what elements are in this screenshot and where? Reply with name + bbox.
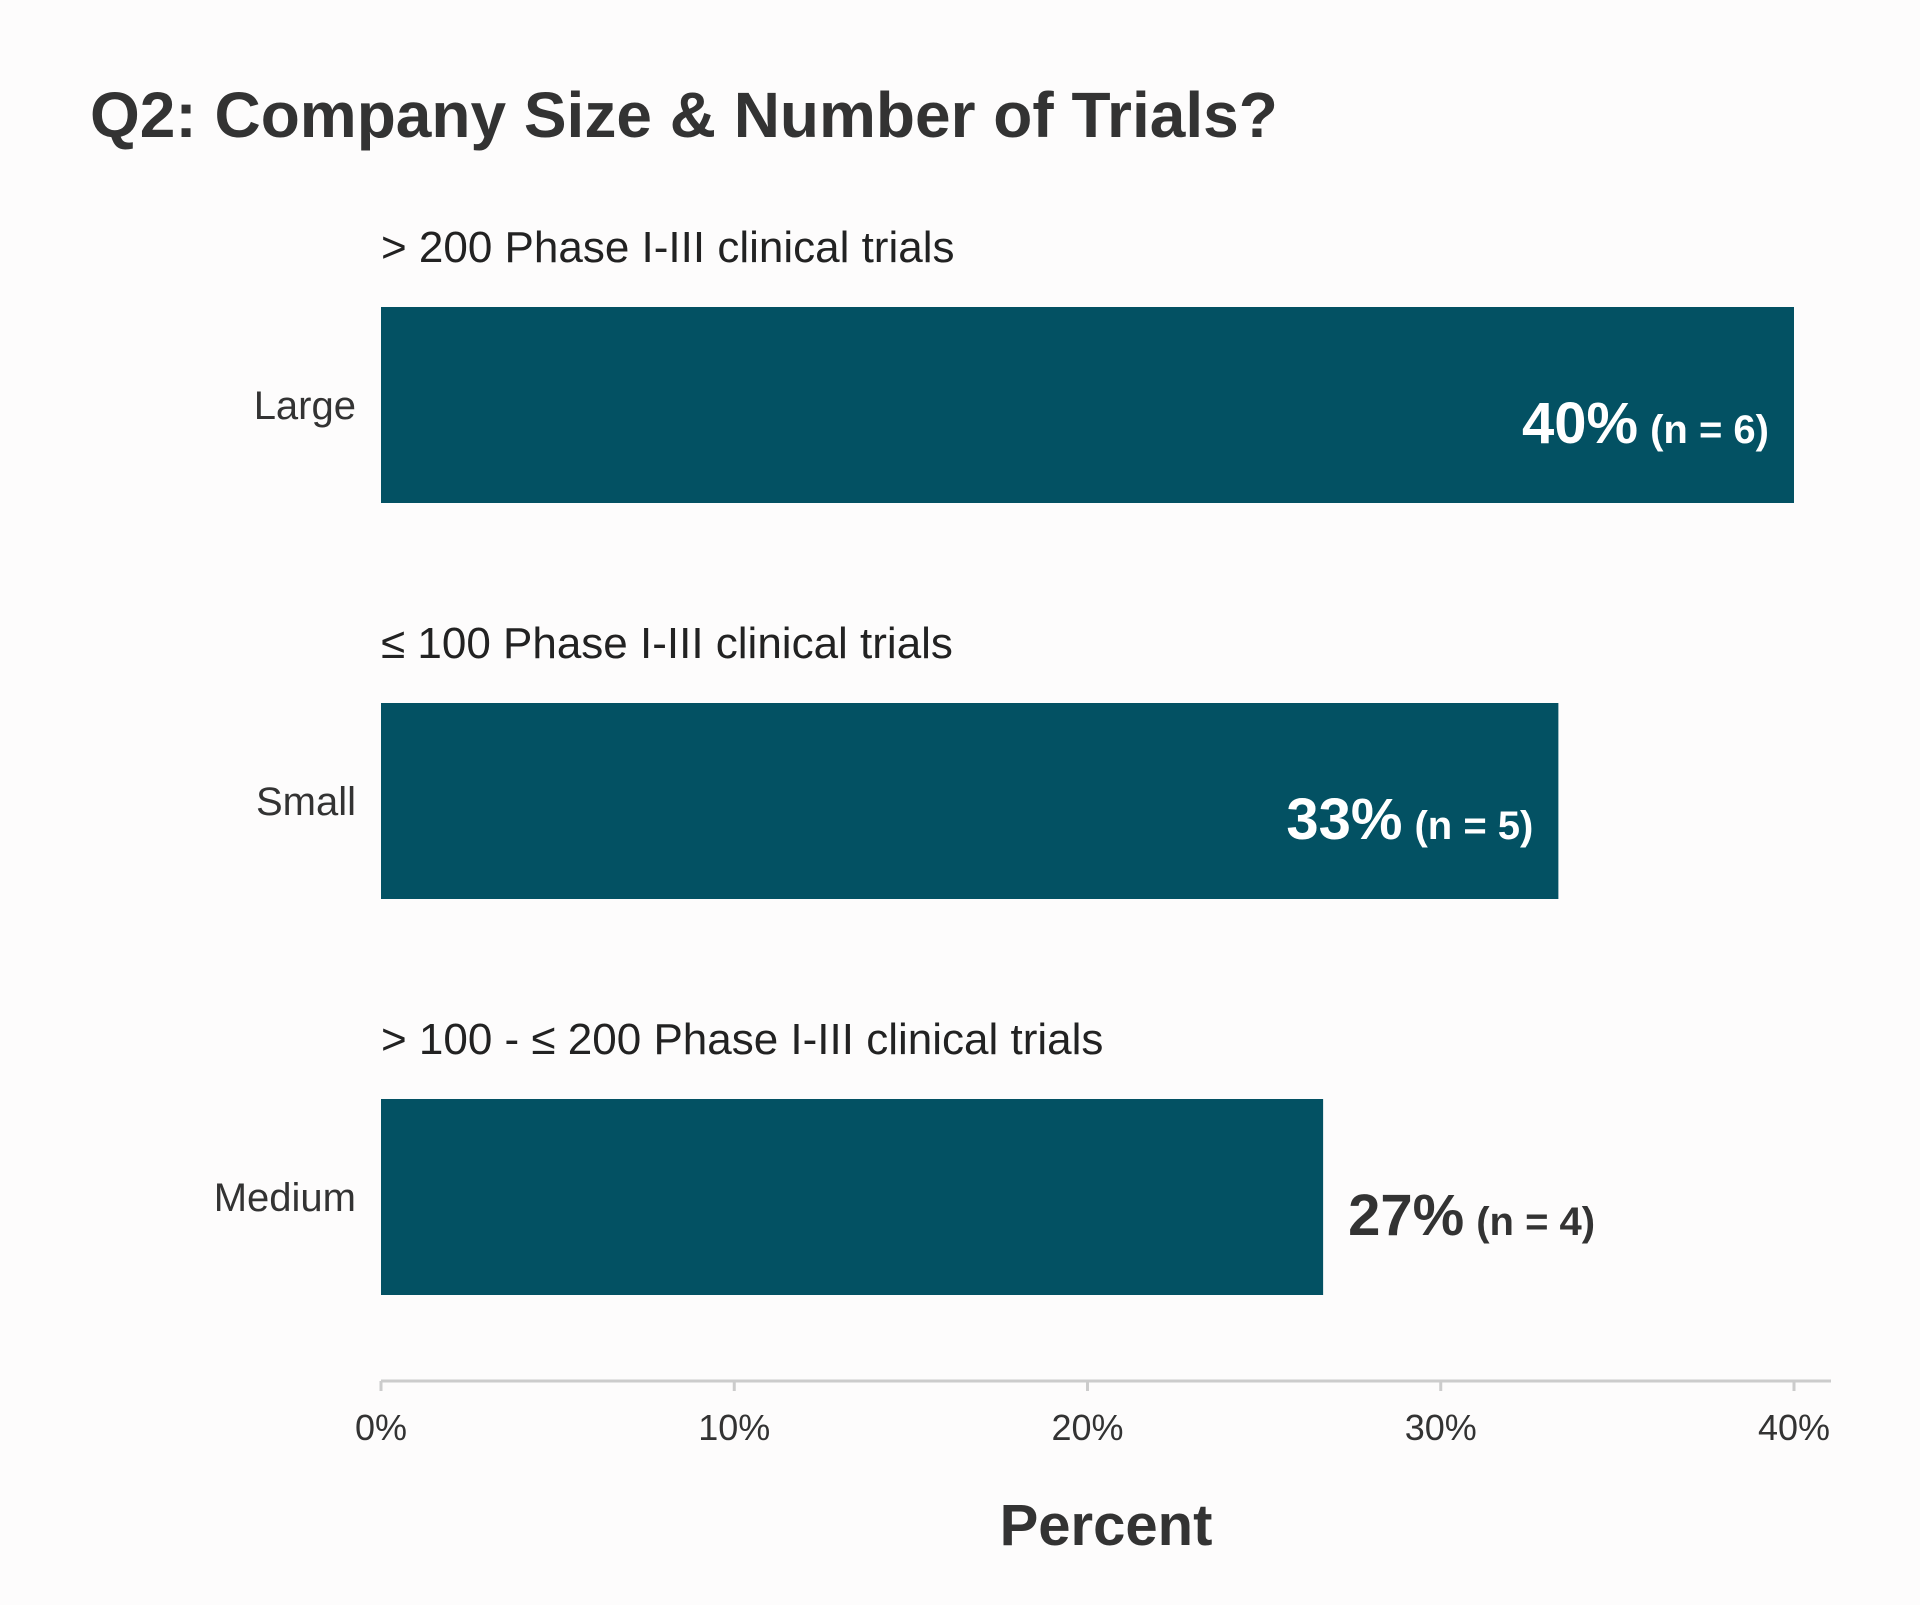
x-tick-label: 30%	[1405, 1407, 1477, 1448]
bar-description: > 200 Phase I-III clinical trials	[381, 223, 954, 272]
category-label: Medium	[214, 1176, 356, 1220]
value-n: (n = 5)	[1414, 804, 1533, 848]
bar-description: ≤ 100 Phase I-III clinical trials	[381, 619, 953, 668]
bars: > 200 Phase I-III clinical trials Large 40…	[214, 223, 1794, 1295]
value-label: 40% (n = 6)	[1522, 391, 1769, 456]
chart-title: Q2: Company Size & Number of Trials?	[90, 79, 1278, 151]
category-label: Large	[254, 384, 356, 428]
x-tick-label: 10%	[698, 1407, 770, 1448]
x-tick-label: 40%	[1758, 1407, 1830, 1448]
bar-description: > 100 - ≤ 200 Phase I-III clinical trial…	[381, 1015, 1103, 1064]
value-percent: 27%	[1348, 1183, 1464, 1248]
x-tick-label: 0%	[355, 1407, 407, 1448]
value-label: 33% (n = 5)	[1286, 787, 1533, 852]
x-axis-title: Percent	[1000, 1493, 1213, 1558]
x-axis: 0% 10% 20% 30% 40%	[355, 1379, 1831, 1448]
value-label: 27% (n = 4)	[1348, 1183, 1595, 1248]
category-label: Small	[256, 780, 356, 824]
x-tick-label: 20%	[1051, 1407, 1123, 1448]
value-percent: 40%	[1522, 391, 1638, 456]
bar	[381, 307, 1794, 503]
value-n: (n = 4)	[1476, 1200, 1595, 1244]
bar	[381, 703, 1559, 899]
value-percent: 33%	[1286, 787, 1402, 852]
bar	[381, 1099, 1324, 1295]
value-n: (n = 6)	[1650, 408, 1769, 452]
